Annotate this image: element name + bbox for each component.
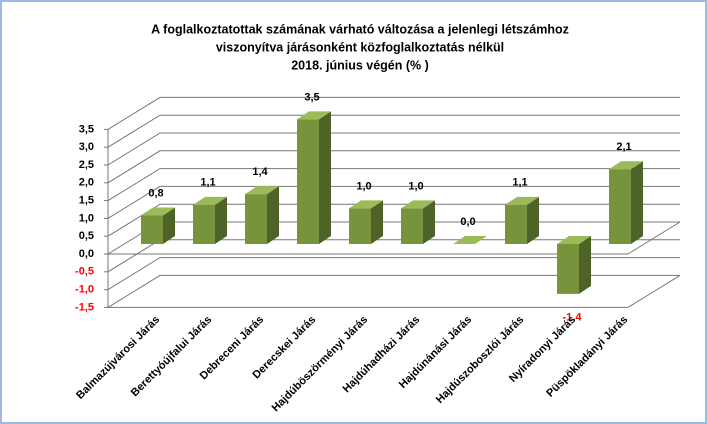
bar-front	[557, 244, 579, 294]
floor-edge	[627, 274, 681, 308]
bar-side	[527, 196, 539, 244]
bar-top	[609, 161, 643, 170]
bar-front	[193, 204, 215, 244]
bar-side	[163, 207, 175, 244]
bar-top	[193, 196, 227, 205]
bar-top	[401, 200, 435, 209]
y-tick-label: 0,5	[79, 230, 94, 242]
value-label: 2,1	[616, 141, 631, 153]
bar-side	[371, 200, 383, 244]
grid-line	[107, 132, 680, 166]
chart-title: 2018. június végén (% )	[291, 58, 429, 72]
bar-front	[349, 208, 371, 244]
bar-top	[349, 200, 383, 209]
bar-front	[609, 169, 631, 244]
bar-top	[453, 236, 487, 244]
bar-front	[505, 204, 527, 244]
grid-line	[107, 274, 680, 308]
bar	[401, 200, 435, 244]
bar-top	[505, 196, 539, 205]
grid-line	[107, 185, 680, 219]
bar	[297, 111, 331, 245]
chart-title: A foglalkoztatottak számának várható vál…	[151, 22, 569, 36]
y-tick-label: 2,0	[79, 177, 94, 189]
bar-side	[631, 161, 643, 244]
grid-line	[107, 114, 680, 148]
grid-line	[107, 168, 680, 202]
y-tick-label: -1,0	[75, 284, 94, 296]
bar	[193, 196, 227, 244]
y-tick-label: 3,5	[79, 123, 94, 135]
chart-title: viszonyítva járásonként közfoglalkoztatá…	[216, 40, 504, 54]
bar-side	[215, 196, 227, 244]
bar	[141, 207, 175, 244]
value-label: 3,5	[304, 91, 319, 103]
bar	[349, 200, 383, 244]
y-tick-label: 3,0	[79, 141, 94, 153]
bar-top	[245, 186, 279, 195]
grid-line	[107, 150, 680, 184]
bar	[557, 236, 591, 294]
y-tick-label: 0,0	[79, 248, 94, 260]
bar-side	[579, 236, 591, 294]
value-label: 1,0	[356, 180, 371, 192]
floor-edge	[627, 221, 681, 255]
grid-line	[107, 96, 680, 130]
bar-top	[557, 236, 591, 244]
bar	[453, 236, 487, 244]
value-label: -1,4	[563, 312, 583, 324]
bar-side	[319, 111, 331, 245]
bar-top	[141, 207, 175, 216]
grid-line	[107, 257, 680, 291]
bar	[245, 186, 279, 244]
bar	[609, 161, 643, 244]
value-label: 1,4	[252, 166, 268, 178]
bar-top	[297, 111, 331, 120]
y-tick-label: 1,0	[79, 212, 94, 224]
bar-front	[401, 208, 423, 244]
bar	[505, 196, 539, 244]
bar-front	[141, 215, 163, 244]
bar-front	[297, 119, 319, 244]
y-tick-label: 2,5	[79, 159, 94, 171]
y-tick-label: -0,5	[75, 266, 94, 278]
value-label: 0,0	[460, 216, 475, 228]
bar-side	[267, 186, 279, 244]
bar-side	[423, 200, 435, 244]
y-tick-label: 1,5	[79, 195, 94, 207]
y-tick-label: -1,5	[75, 301, 94, 313]
value-label: 1,1	[512, 177, 527, 189]
value-label: 1,1	[200, 177, 215, 189]
value-label: 0,8	[148, 187, 163, 199]
bar-front	[245, 194, 267, 244]
value-label: 1,0	[408, 180, 423, 192]
